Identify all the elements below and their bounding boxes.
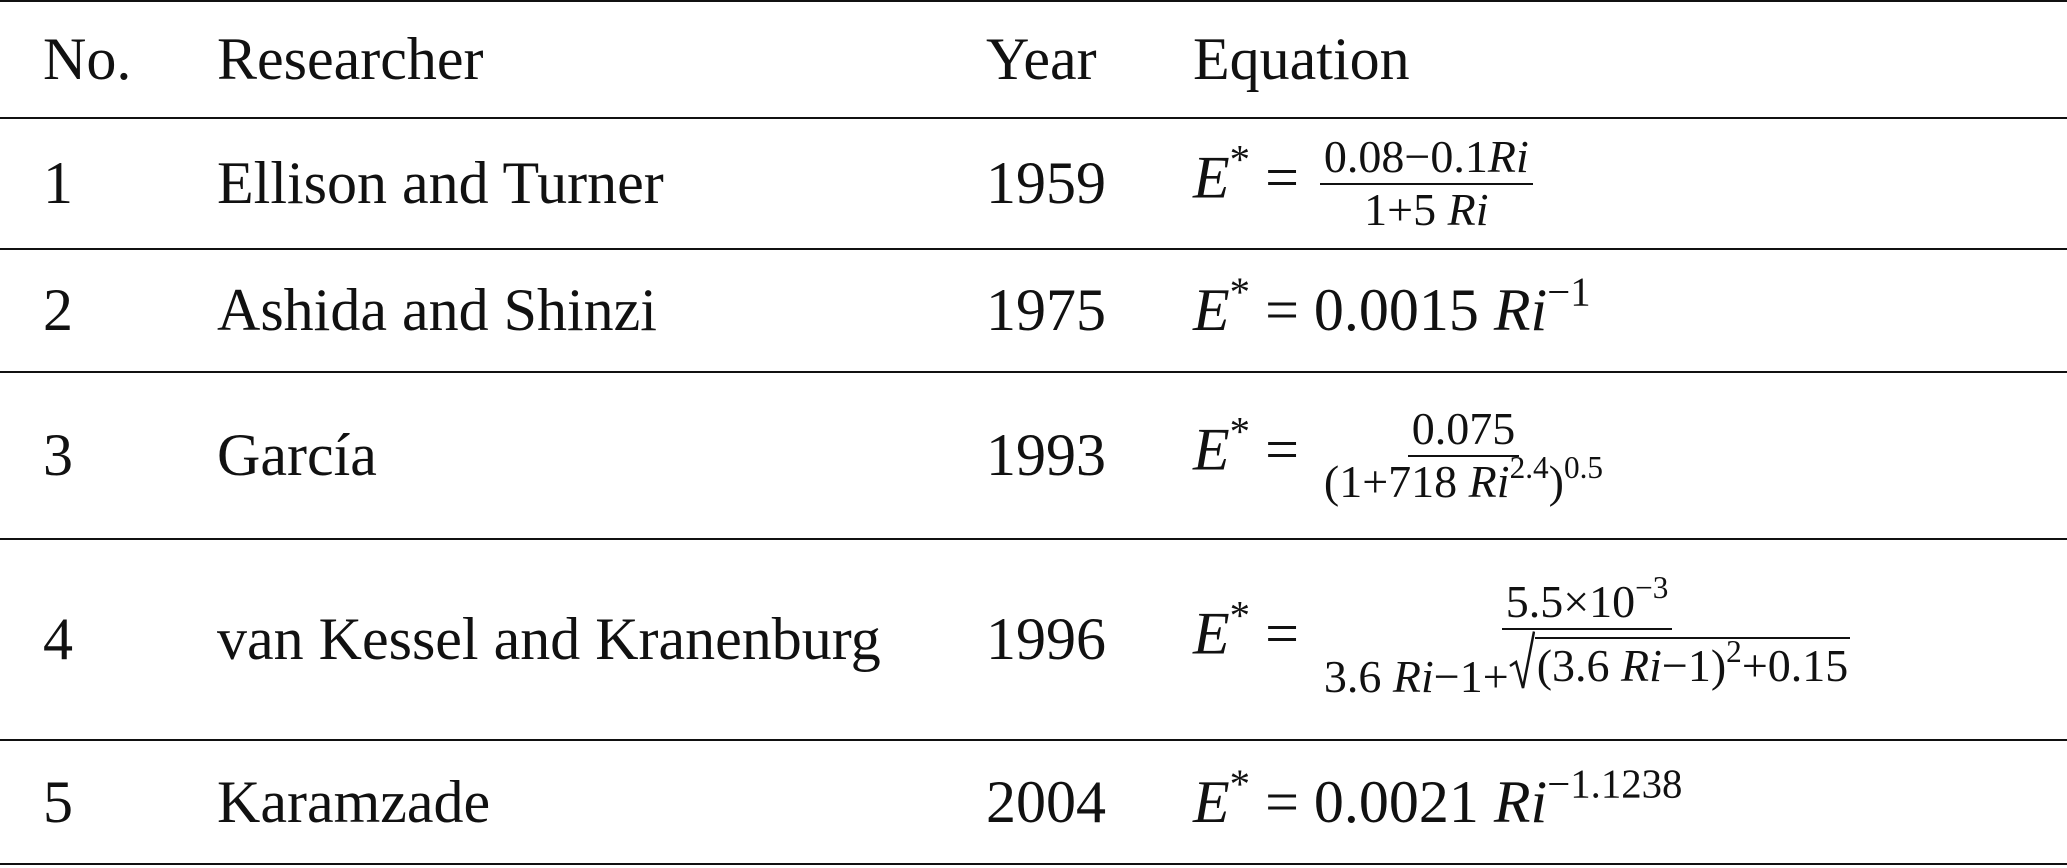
eq-text: = 0.0015 xyxy=(1250,277,1494,343)
cell-researcher: Ellison and Turner xyxy=(217,150,664,216)
denominator: 1+5 Ri xyxy=(1360,183,1492,236)
eq-text: 5.5×10 xyxy=(1505,575,1636,627)
radical-sign xyxy=(1508,630,1535,688)
eq-italic: Ri xyxy=(1493,277,1548,343)
cell-year: 1996 xyxy=(986,606,1106,672)
eq-italic: E xyxy=(1193,600,1230,667)
eq-text: = 0.0021 xyxy=(1250,768,1494,835)
radicand: (3.6 Ri−1)2+0.15 xyxy=(1534,634,1851,692)
eq-superscript: −1 xyxy=(1547,269,1591,315)
cell-no: 4 xyxy=(43,606,73,672)
table-head: No. Researcher Year Equation xyxy=(0,1,2067,118)
cell-year: 1975 xyxy=(986,277,1106,343)
eq-text: (3.6 xyxy=(1536,639,1622,691)
cell-researcher: Ashida and Shinzi xyxy=(217,277,657,343)
cell-no: 5 xyxy=(43,768,73,835)
eq-superscript: * xyxy=(1229,761,1251,807)
table-row: 4 van Kessel and Kranenburg 1996 E* = 5.5×1… xyxy=(0,539,2067,740)
eq-superscript: * xyxy=(1229,136,1251,182)
eq-superscript: * xyxy=(1229,269,1251,315)
numerator: 0.075 xyxy=(1407,402,1520,457)
eq-italic: Ri xyxy=(1621,639,1662,691)
eq-text: = xyxy=(1250,600,1314,667)
eq-text: 0.075 xyxy=(1411,402,1516,454)
eq-italic: E xyxy=(1193,768,1230,835)
cell-year: 1993 xyxy=(986,422,1106,488)
denominator: 3.6 Ri−1+ (3.6 Ri−1)2+0.15 xyxy=(1320,630,1854,703)
eq-italic: Ri xyxy=(1468,455,1510,507)
table-body: 1 Ellison and Turner 1959 E* = 0.08−0.1Ri 1+… xyxy=(0,118,2067,864)
eq-italic: Ri xyxy=(1493,768,1548,835)
eq-text: +0.15 xyxy=(1741,639,1849,691)
cell-year: 2004 xyxy=(986,768,1106,835)
cell-year: 1959 xyxy=(986,150,1106,216)
numerator: 0.08−0.1Ri xyxy=(1319,130,1533,185)
fraction: 0.075 (1+718 Ri2.4)0.5 xyxy=(1320,402,1607,508)
denominator: (1+718 Ri2.4)0.5 xyxy=(1320,452,1607,508)
cell-equation: E* = 0.0015 Ri−1 xyxy=(1193,249,2067,372)
cell-equation: E* = 0.08−0.1Ri 1+5 Ri xyxy=(1193,118,2067,249)
eq-text: (1+718 xyxy=(1323,455,1469,507)
header-row: No. Researcher Year Equation xyxy=(0,1,2067,118)
header-cell: Equation xyxy=(1193,26,1410,92)
fraction: 5.5×10−3 3.6 Ri−1+ (3.6 Ri−1)2+0.15 xyxy=(1320,572,1854,703)
eq-superscript: 2 xyxy=(1726,634,1742,670)
eq-superscript: * xyxy=(1229,408,1251,454)
eq-italic: Ri xyxy=(1447,183,1489,235)
header-cell: Researcher xyxy=(217,26,484,92)
eq-text: −1+ xyxy=(1433,650,1509,702)
eq-superscript: 0.5 xyxy=(1563,449,1604,485)
eq-text: = xyxy=(1250,144,1314,211)
cell-researcher: García xyxy=(217,422,377,488)
header-cell: No. xyxy=(43,26,132,92)
cell-equation: E* = 0.075 (1+718 Ri2.4)0.5 xyxy=(1193,372,2067,539)
numerator: 5.5×10−3 xyxy=(1501,572,1673,630)
eq-italic: Ri xyxy=(1487,130,1529,182)
eq-text: −1) xyxy=(1661,639,1727,691)
header-cell: Year xyxy=(986,26,1097,92)
table-row: 1 Ellison and Turner 1959 E* = 0.08−0.1Ri 1+… xyxy=(0,118,2067,249)
fraction: 0.08−0.1Ri 1+5 Ri xyxy=(1319,130,1533,236)
square-root: (3.6 Ri−1)2+0.15 xyxy=(1508,630,1851,692)
eq-text: ) xyxy=(1548,455,1564,507)
eq-superscript: −1.1238 xyxy=(1547,761,1683,807)
eq-italic: E xyxy=(1193,277,1230,343)
eq-superscript: 2.4 xyxy=(1509,449,1549,485)
cell-no: 1 xyxy=(43,150,73,216)
table-row: 3 García 1993 E* = 0.075 (1+718 Ri2.4)0.5 xyxy=(0,372,2067,539)
eq-text: 1+5 xyxy=(1364,183,1448,235)
cell-researcher: Karamzade xyxy=(217,768,491,835)
eq-italic: Ri xyxy=(1392,650,1434,702)
eq-superscript: * xyxy=(1229,592,1251,638)
radical-stroke xyxy=(1508,630,1535,688)
cell-equation: E* = 0.0021 Ri−1.1238 xyxy=(1193,740,2067,864)
eq-italic: E xyxy=(1193,416,1230,483)
table-row: 2 Ashida and Shinzi 1975 E* = 0.0015 Ri−1 xyxy=(0,249,2067,372)
eq-italic: E xyxy=(1193,144,1230,211)
eq-text: 3.6 xyxy=(1323,650,1393,702)
cell-researcher: van Kessel and Kranenburg xyxy=(217,606,881,672)
eq-superscript: −3 xyxy=(1635,570,1669,606)
cell-no: 3 xyxy=(43,422,73,488)
table-row: 5 Karamzade 2004 E* = 0.0021 Ri−1.1238 xyxy=(0,740,2067,864)
eq-text: = xyxy=(1250,416,1314,483)
eq-text: 0.08−0.1 xyxy=(1323,130,1488,182)
cell-no: 2 xyxy=(43,277,73,343)
cell-equation: E* = 5.5×10−3 3.6 Ri−1+ (3.6 Ri−1)2+0.15 xyxy=(1193,539,2067,740)
